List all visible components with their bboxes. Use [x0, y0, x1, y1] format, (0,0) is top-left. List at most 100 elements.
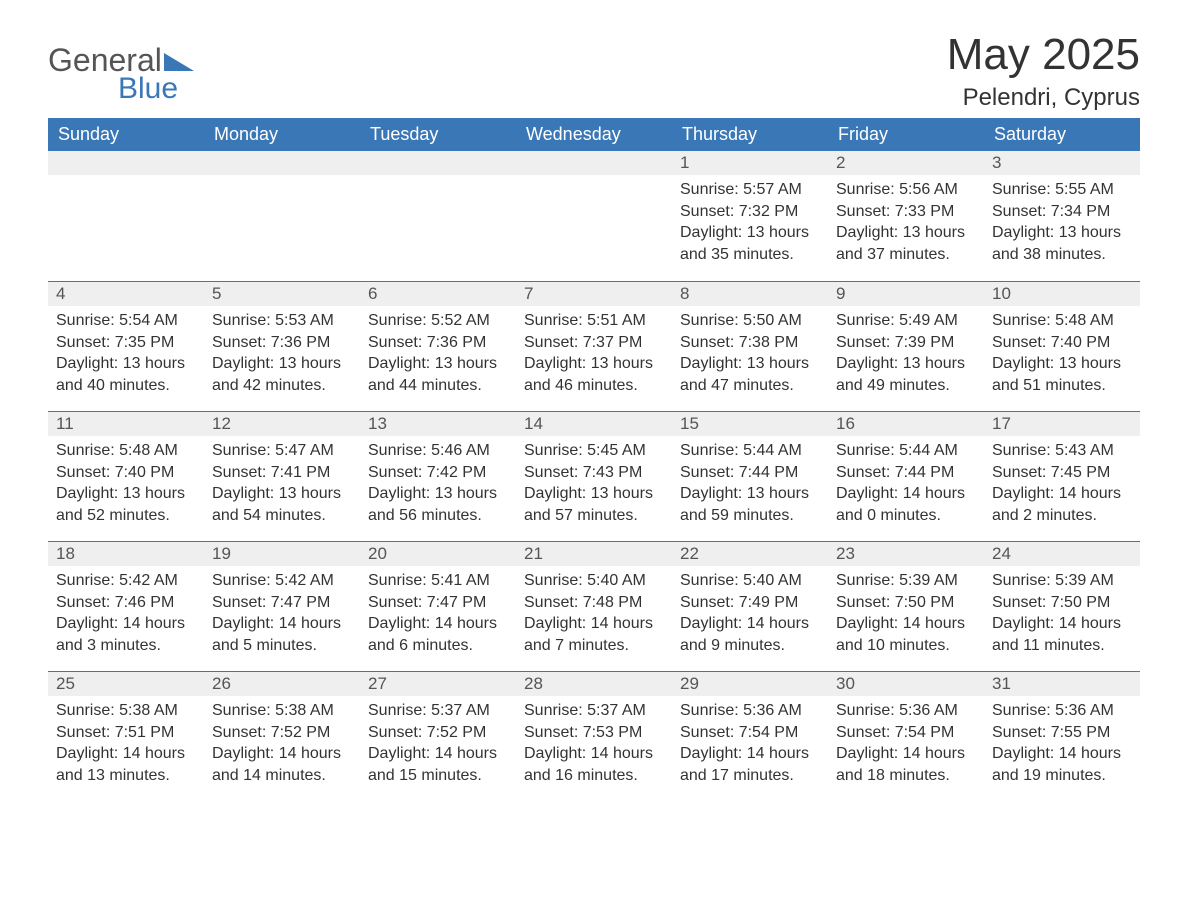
calendar-week-row: 4Sunrise: 5:54 AMSunset: 7:35 PMDaylight… [48, 281, 1140, 411]
sunset-value: 7:54 PM [895, 724, 955, 741]
day-number: 28 [516, 672, 672, 696]
sunrise-line: Sunrise: 5:46 AM [368, 440, 508, 462]
calendar-day-cell [48, 151, 204, 281]
sunset-label: Sunset: [56, 594, 115, 611]
day-number: 7 [516, 282, 672, 306]
sunset-line: Sunset: 7:33 PM [836, 201, 976, 223]
day-number: 12 [204, 412, 360, 436]
sunset-value: 7:32 PM [739, 203, 799, 220]
sunset-line: Sunset: 7:40 PM [56, 462, 196, 484]
sunset-value: 7:42 PM [427, 464, 487, 481]
daylight-line: Daylight: 14 hours and 19 minutes. [992, 743, 1132, 786]
calendar-day-cell: 7Sunrise: 5:51 AMSunset: 7:37 PMDaylight… [516, 282, 672, 411]
calendar-day-cell: 21Sunrise: 5:40 AMSunset: 7:48 PMDayligh… [516, 542, 672, 671]
sunrise-value: 5:48 AM [1055, 312, 1114, 329]
sunset-label: Sunset: [836, 464, 895, 481]
sunrise-value: 5:52 AM [431, 312, 490, 329]
sunset-line: Sunset: 7:35 PM [56, 332, 196, 354]
day-number: 20 [360, 542, 516, 566]
sunset-label: Sunset: [368, 594, 427, 611]
daylight-label: Daylight: [680, 615, 747, 632]
sunrise-line: Sunrise: 5:36 AM [992, 700, 1132, 722]
sunset-label: Sunset: [368, 464, 427, 481]
daylight-label: Daylight: [56, 485, 123, 502]
day-number: 24 [984, 542, 1140, 566]
day-body: Sunrise: 5:44 AMSunset: 7:44 PMDaylight:… [828, 436, 984, 540]
sunrise-line: Sunrise: 5:45 AM [524, 440, 664, 462]
calendar-day-cell: 3Sunrise: 5:55 AMSunset: 7:34 PMDaylight… [984, 151, 1140, 281]
calendar-week-row: 1Sunrise: 5:57 AMSunset: 7:32 PMDaylight… [48, 151, 1140, 281]
sunrise-label: Sunrise: [56, 572, 119, 589]
calendar: SundayMondayTuesdayWednesdayThursdayFrid… [48, 118, 1140, 801]
calendar-day-cell: 4Sunrise: 5:54 AMSunset: 7:35 PMDaylight… [48, 282, 204, 411]
sunset-value: 7:44 PM [739, 464, 799, 481]
calendar-header-cell: Thursday [672, 118, 828, 151]
daylight-line: Daylight: 13 hours and 44 minutes. [368, 353, 508, 396]
day-number: 4 [48, 282, 204, 306]
sunrise-line: Sunrise: 5:54 AM [56, 310, 196, 332]
sunrise-line: Sunrise: 5:42 AM [56, 570, 196, 592]
sunrise-line: Sunrise: 5:36 AM [836, 700, 976, 722]
sunrise-label: Sunrise: [524, 702, 587, 719]
day-number [48, 151, 204, 175]
calendar-day-cell: 23Sunrise: 5:39 AMSunset: 7:50 PMDayligh… [828, 542, 984, 671]
sunrise-line: Sunrise: 5:37 AM [524, 700, 664, 722]
calendar-day-cell: 16Sunrise: 5:44 AMSunset: 7:44 PMDayligh… [828, 412, 984, 541]
day-body: Sunrise: 5:37 AMSunset: 7:52 PMDaylight:… [360, 696, 516, 800]
daylight-line: Daylight: 14 hours and 0 minutes. [836, 483, 976, 526]
sunrise-label: Sunrise: [212, 312, 275, 329]
daylight-line: Daylight: 14 hours and 2 minutes. [992, 483, 1132, 526]
day-number: 31 [984, 672, 1140, 696]
day-number: 10 [984, 282, 1140, 306]
logo-text-blue: Blue [118, 74, 194, 104]
calendar-day-cell: 14Sunrise: 5:45 AMSunset: 7:43 PMDayligh… [516, 412, 672, 541]
day-body: Sunrise: 5:48 AMSunset: 7:40 PMDaylight:… [48, 436, 204, 540]
sunrise-label: Sunrise: [524, 312, 587, 329]
sunrise-value: 5:54 AM [119, 312, 178, 329]
sunset-line: Sunset: 7:32 PM [680, 201, 820, 223]
calendar-day-cell: 6Sunrise: 5:52 AMSunset: 7:36 PMDaylight… [360, 282, 516, 411]
day-number: 30 [828, 672, 984, 696]
sunset-value: 7:55 PM [1051, 724, 1111, 741]
day-number: 17 [984, 412, 1140, 436]
location-label: Pelendri, Cyprus [947, 84, 1140, 112]
daylight-line: Daylight: 14 hours and 6 minutes. [368, 613, 508, 656]
day-number: 29 [672, 672, 828, 696]
sunrise-label: Sunrise: [524, 442, 587, 459]
sunset-label: Sunset: [992, 594, 1051, 611]
daylight-line: Daylight: 14 hours and 13 minutes. [56, 743, 196, 786]
daylight-label: Daylight: [836, 224, 903, 241]
day-body [48, 175, 204, 193]
daylight-line: Daylight: 14 hours and 5 minutes. [212, 613, 352, 656]
sunset-line: Sunset: 7:40 PM [992, 332, 1132, 354]
sunrise-label: Sunrise: [368, 572, 431, 589]
sunrise-value: 5:50 AM [743, 312, 802, 329]
sunset-line: Sunset: 7:53 PM [524, 722, 664, 744]
day-number: 11 [48, 412, 204, 436]
calendar-header-cell: Friday [828, 118, 984, 151]
day-number: 25 [48, 672, 204, 696]
sunset-line: Sunset: 7:37 PM [524, 332, 664, 354]
day-body: Sunrise: 5:48 AMSunset: 7:40 PMDaylight:… [984, 306, 1140, 410]
sunset-line: Sunset: 7:54 PM [680, 722, 820, 744]
sunset-line: Sunset: 7:42 PM [368, 462, 508, 484]
sunset-value: 7:45 PM [1051, 464, 1111, 481]
sunset-label: Sunset: [836, 334, 895, 351]
day-body: Sunrise: 5:42 AMSunset: 7:47 PMDaylight:… [204, 566, 360, 670]
sunrise-value: 5:44 AM [743, 442, 802, 459]
daylight-label: Daylight: [212, 615, 279, 632]
sunset-line: Sunset: 7:49 PM [680, 592, 820, 614]
sunset-label: Sunset: [992, 203, 1051, 220]
daylight-label: Daylight: [680, 745, 747, 762]
sunset-line: Sunset: 7:47 PM [368, 592, 508, 614]
sunset-value: 7:54 PM [739, 724, 799, 741]
daylight-line: Daylight: 13 hours and 52 minutes. [56, 483, 196, 526]
sunrise-value: 5:51 AM [587, 312, 646, 329]
day-body: Sunrise: 5:57 AMSunset: 7:32 PMDaylight:… [672, 175, 828, 279]
daylight-line: Daylight: 14 hours and 11 minutes. [992, 613, 1132, 656]
daylight-line: Daylight: 14 hours and 17 minutes. [680, 743, 820, 786]
calendar-day-cell [204, 151, 360, 281]
day-number: 18 [48, 542, 204, 566]
calendar-header-cell: Monday [204, 118, 360, 151]
day-body: Sunrise: 5:38 AMSunset: 7:52 PMDaylight:… [204, 696, 360, 800]
